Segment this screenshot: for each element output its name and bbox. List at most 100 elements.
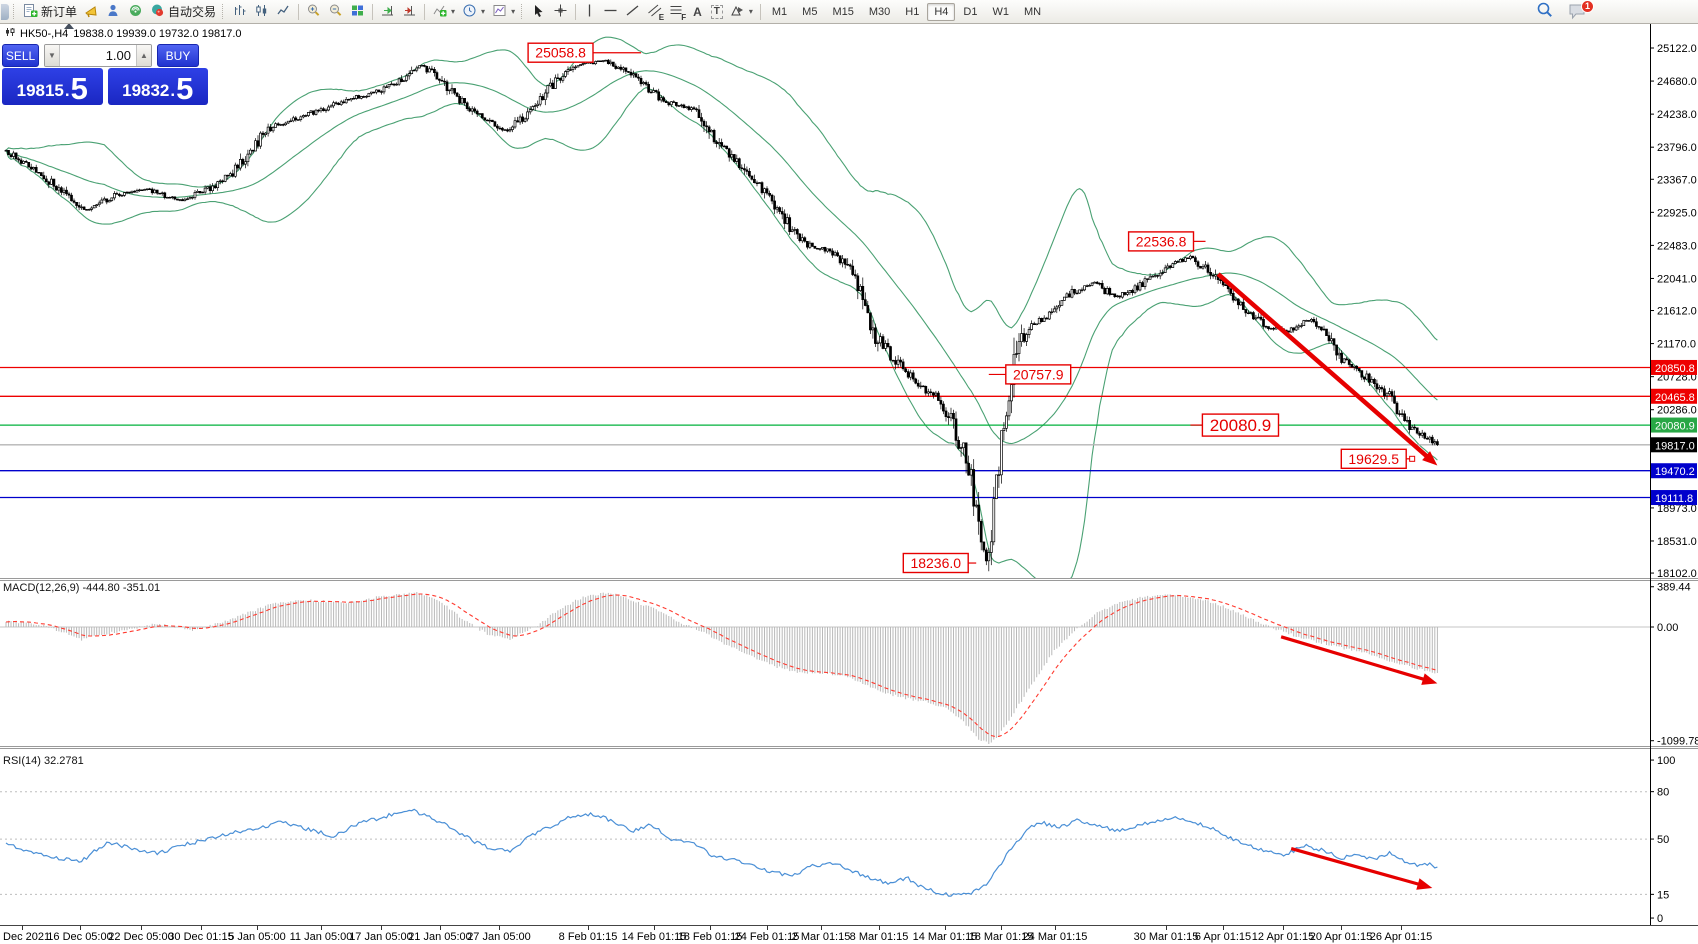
text-label-icon: T	[710, 4, 723, 19]
equidistant-channel-tool[interactable]: E	[644, 1, 665, 22]
svg-text:19111.8: 19111.8	[1655, 493, 1693, 505]
price-callout[interactable]: 20080.9	[1201, 413, 1280, 437]
trendline-tool[interactable]	[622, 1, 643, 22]
volume-increase-button[interactable]: ▲	[136, 45, 151, 66]
buy-button[interactable]: BUY	[157, 44, 199, 67]
timeframe-m5[interactable]: M5	[802, 5, 818, 18]
new-order-button[interactable]: 新订单	[20, 1, 80, 22]
chart-symbol-period: HK50-,H4	[20, 27, 69, 40]
fibonacci-tool[interactable]: F	[666, 1, 687, 22]
periods-button[interactable]: ▾	[459, 1, 488, 22]
price-callout[interactable]: 22536.8	[1127, 231, 1195, 252]
signal-icon	[128, 3, 143, 21]
timeframe-h4[interactable]: H4	[927, 2, 956, 21]
candlestick-button[interactable]	[251, 1, 272, 22]
zoom-in-button[interactable]	[303, 1, 324, 22]
price-callout[interactable]: 18236.0	[902, 552, 969, 574]
svg-text:21612.0: 21612.0	[1657, 306, 1697, 318]
text-label-tool[interactable]: T	[708, 1, 726, 22]
chart-shift-icon	[402, 3, 417, 21]
svg-text:25122.0: 25122.0	[1657, 43, 1697, 55]
price-axis[interactable]: 25122.0 24680.0 24238.0 23796.0 23367.0 22925…	[1650, 43, 1698, 925]
annotations-layer[interactable]: 25058.8 22536.8 20757.9 20080.9 19629.5 18236…	[527, 42, 1438, 890]
horizontal-line-tool[interactable]	[600, 1, 621, 22]
sell-button[interactable]: SELL	[2, 44, 39, 67]
buy-price-display[interactable]: 19832. 5	[107, 68, 208, 105]
tile-windows-button[interactable]	[347, 1, 368, 22]
svg-text:20465.8: 20465.8	[1655, 392, 1695, 404]
market-watch-button[interactable]	[81, 1, 102, 22]
candles-layer	[4, 59, 1439, 572]
time-label: 5 Jan 05:00	[228, 931, 286, 943]
vertical-line-tool[interactable]	[580, 1, 599, 22]
clock-icon	[462, 3, 477, 21]
panel-collapse-arrow[interactable]	[64, 23, 74, 29]
line-chart-icon	[276, 3, 291, 21]
channel-icon: E	[647, 3, 665, 22]
timeframe-d1[interactable]: D1	[963, 5, 978, 18]
timeframe-m1[interactable]: M1	[771, 5, 788, 18]
rsi-panel	[0, 791, 1650, 897]
fibonacci-icon: F	[669, 3, 686, 22]
line-chart-button[interactable]	[273, 1, 294, 22]
timeframe-h1[interactable]: H1	[905, 5, 920, 18]
chevron-down-icon: ▾	[451, 7, 456, 16]
trend-arrow[interactable]	[1280, 635, 1438, 685]
time-label: 18 Mar 01:15	[968, 931, 1034, 943]
new-order-label: 新订单	[41, 5, 78, 19]
shapes-tool[interactable]: ▾	[727, 1, 756, 22]
search-button[interactable]	[1533, 1, 1557, 22]
trend-arrow[interactable]	[1290, 846, 1433, 890]
clipped-toolbar-icon[interactable]	[1, 3, 10, 20]
timeframe-mn[interactable]: MN	[1023, 5, 1042, 18]
price-chart-canvas[interactable]: 25122.0 24680.0 24238.0 23796.0 23367.0 22925…	[0, 24, 1698, 944]
timeframe-m30[interactable]: M30	[868, 5, 891, 18]
cursor-button[interactable]	[528, 1, 549, 22]
timeframe-w1[interactable]: W1	[992, 5, 1009, 18]
trend-arrow[interactable]	[1216, 272, 1438, 466]
svg-text:20080.9: 20080.9	[1655, 421, 1695, 433]
time-label: 12 Apr 01:15	[1251, 931, 1315, 943]
data-window-button[interactable]	[103, 1, 124, 22]
time-label: 20 Apr 01:15	[1309, 931, 1373, 943]
bar-chart-button[interactable]	[229, 1, 250, 22]
price-callout[interactable]: 19629.5	[1340, 448, 1407, 469]
auto-trading-button[interactable]: 自动交易	[147, 1, 219, 22]
hlines-layer[interactable]	[0, 366, 1650, 499]
vertical-line-icon	[583, 3, 596, 21]
auto-scroll-button[interactable]	[377, 1, 398, 22]
svg-text:22536.8: 22536.8	[1136, 233, 1187, 249]
zoom-out-button[interactable]	[325, 1, 346, 22]
notifications-button[interactable]: 1	[1565, 0, 1594, 22]
trendline-icon	[625, 3, 640, 21]
svg-text:25058.8: 25058.8	[535, 45, 586, 61]
sell-price-display[interactable]: 19815. 5	[2, 68, 103, 105]
crosshair-icon	[553, 3, 568, 21]
time-label: 27 Jan 05:00	[467, 931, 531, 943]
indicators-icon	[432, 3, 447, 21]
macd-name: MACD(12,26,9)	[3, 582, 80, 594]
price-callout[interactable]: 20757.9	[1005, 364, 1072, 385]
sell-price-dot: .	[64, 80, 70, 100]
svg-text:22041.0: 22041.0	[1657, 273, 1697, 285]
svg-text:-1099.78: -1099.78	[1657, 736, 1698, 748]
time-label: 14 Feb 01:15	[621, 931, 687, 943]
svg-text:22483.0: 22483.0	[1657, 240, 1697, 252]
chart-shift-button[interactable]	[399, 1, 420, 22]
toolbar-separator	[424, 3, 426, 20]
templates-button[interactable]: ▾	[489, 1, 518, 22]
indicators-button[interactable]: ▾	[429, 1, 458, 22]
chart-window[interactable]: 25122.0 24680.0 24238.0 23796.0 23367.0 22925…	[0, 23, 1698, 944]
svg-text:23796.0: 23796.0	[1657, 142, 1697, 154]
volume-input[interactable]	[60, 45, 136, 66]
crosshair-button[interactable]	[550, 1, 571, 22]
volume-decrease-button[interactable]: ▼	[45, 45, 60, 66]
text-tool[interactable]: A	[688, 1, 707, 22]
notification-badge: 1	[1581, 0, 1594, 13]
signals-button[interactable]	[125, 1, 146, 22]
time-label: 21 Jan 05:00	[408, 931, 472, 943]
timeframe-m15[interactable]: M15	[832, 5, 854, 18]
price-callout[interactable]: 25058.8	[527, 42, 594, 63]
channel-letter: E	[658, 12, 665, 22]
